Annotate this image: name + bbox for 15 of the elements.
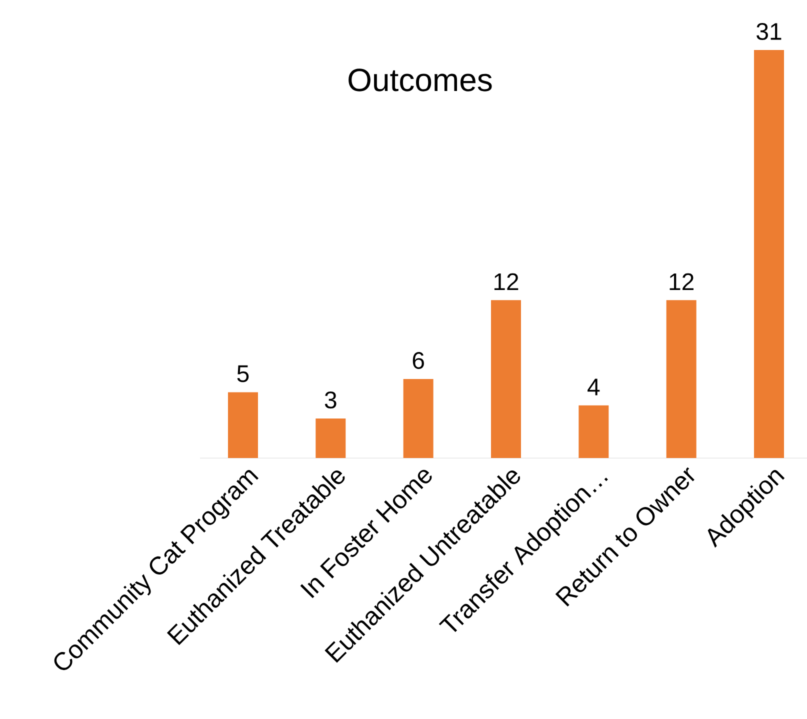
data-label: 12 (494, 273, 518, 290)
data-label: 5 (237, 365, 249, 382)
bar (316, 418, 346, 458)
data-label: 12 (670, 273, 694, 290)
bar (754, 50, 784, 458)
data-label: 31 (756, 22, 782, 40)
bar (403, 379, 434, 458)
data-label: 6 (412, 352, 424, 369)
chart-title: Outcomes (348, 68, 492, 92)
bar (491, 300, 521, 458)
data-label: 3 (324, 391, 336, 408)
bar (578, 405, 609, 458)
bar (666, 300, 696, 458)
data-label: 4 (588, 378, 600, 396)
bar (228, 392, 258, 458)
